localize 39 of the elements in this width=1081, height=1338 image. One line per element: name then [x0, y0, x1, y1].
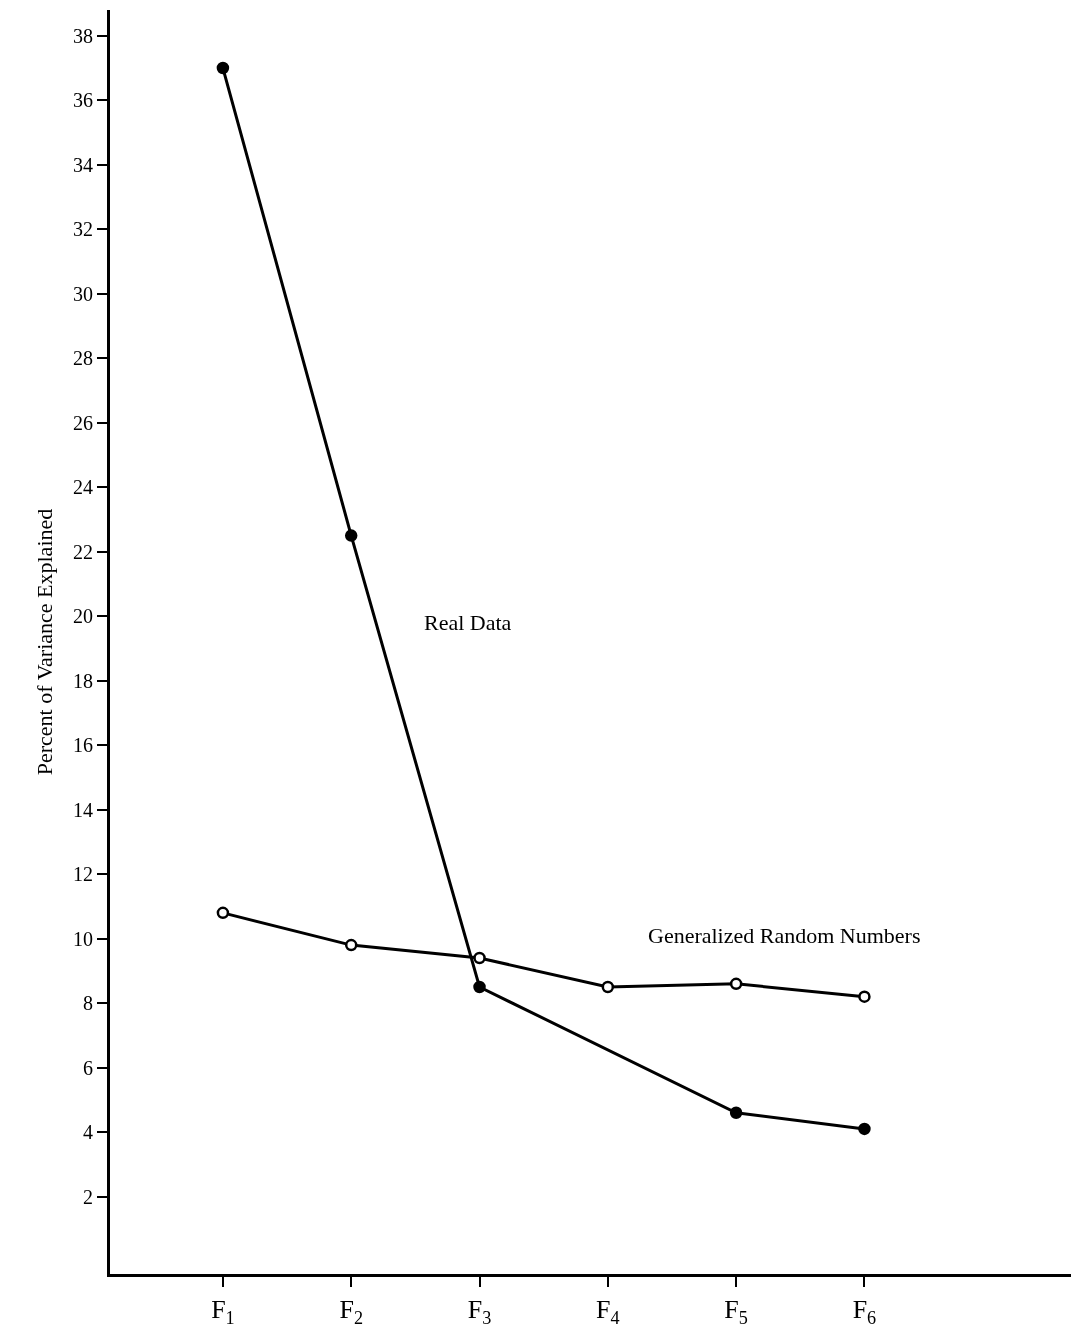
point [729, 977, 743, 991]
y-tick-label: 32 [73, 218, 93, 241]
x-tick-label: F$_{1}$ [211, 1295, 235, 1328]
point [344, 938, 358, 952]
y-tick-label: 10 [73, 927, 93, 950]
y-tick-label: 34 [73, 153, 93, 176]
y-tick-label: 36 [73, 89, 93, 112]
point [344, 529, 358, 542]
y-tick-label: 30 [73, 282, 93, 305]
y-tick-label: 18 [73, 669, 93, 692]
series-label: Generalized Random Numbers [648, 923, 921, 948]
y-tick-label: 24 [73, 476, 93, 499]
x-tick-label: F$_{4}$ [596, 1295, 620, 1328]
x-tick-label: F$_{5}$ [724, 1295, 748, 1328]
point [858, 1122, 871, 1136]
y-tick-label: 28 [73, 347, 93, 370]
point [729, 1106, 743, 1120]
y-tick-label: 8 [83, 992, 93, 1015]
x-tick-label: F$_{2}$ [339, 1295, 363, 1328]
point [216, 906, 230, 920]
series-label: Real Data [424, 610, 512, 635]
y-tick-label: 22 [73, 540, 93, 563]
y-tick-label: 20 [73, 605, 93, 628]
y-tick-label: 14 [73, 798, 93, 821]
point [473, 951, 486, 965]
y-tick-label: 2 [83, 1185, 93, 1208]
point [601, 980, 615, 994]
y-tick-label: 6 [83, 1056, 93, 1079]
y-tick-label: 4 [83, 1121, 93, 1144]
point [473, 980, 486, 994]
y-tick-label: 16 [73, 734, 93, 757]
y-tick-label: 26 [73, 411, 93, 434]
x-tick-label: F$_{3}$ [467, 1295, 492, 1328]
point [216, 61, 230, 75]
y-tick-label: 38 [73, 24, 93, 47]
y-axis-title: Percent of Variance Explained [31, 508, 57, 776]
x-tick-label: F$_{6}$ [852, 1295, 877, 1328]
y-tick-label: 12 [73, 863, 93, 886]
point [858, 990, 871, 1003]
